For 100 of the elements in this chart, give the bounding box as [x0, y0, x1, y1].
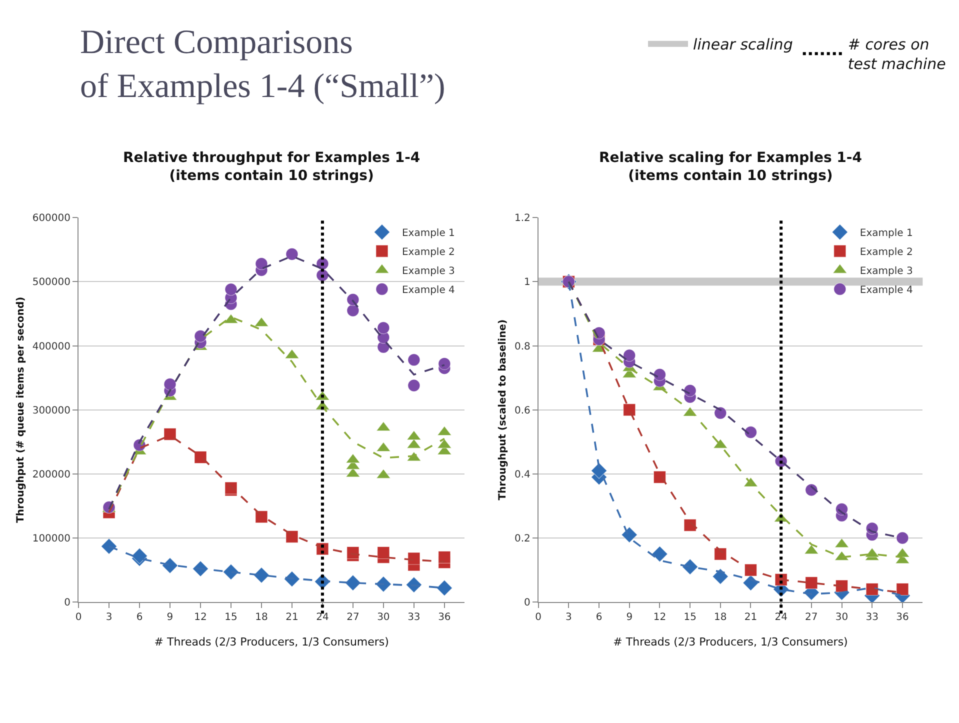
- point: [194, 330, 207, 342]
- y-tick-label: 300000: [32, 405, 71, 416]
- x-axis-title: # Threads (2/3 Producers, 1/3 Consumers): [154, 635, 389, 648]
- legend-label: Example 1: [402, 228, 455, 239]
- point: [222, 564, 240, 580]
- x-tick-label: 30: [377, 612, 390, 624]
- x-tick-label: 33: [866, 612, 878, 624]
- x-tick-label: 15: [684, 612, 696, 624]
- legend-label: Example 1: [860, 228, 913, 239]
- y-tick-label: 0: [524, 598, 530, 609]
- x-tick-label: 33: [408, 612, 420, 624]
- point: [653, 368, 666, 381]
- point: [896, 582, 909, 596]
- x-tick-label: 12: [194, 612, 207, 624]
- point: [194, 450, 207, 464]
- x-tick-label: 6: [596, 612, 602, 624]
- y-tick-label: 0.8: [514, 341, 530, 352]
- point: [805, 576, 818, 590]
- x-tick-label: 15: [224, 612, 238, 624]
- point: [255, 257, 268, 270]
- x-tick-label: 6: [136, 612, 143, 624]
- x-tick-label: 0: [535, 612, 542, 624]
- point: [100, 538, 118, 554]
- point: [377, 322, 390, 334]
- point: [224, 283, 238, 296]
- point: [714, 406, 727, 420]
- point: [682, 558, 698, 575]
- y-tick-label: 100000: [32, 534, 71, 544]
- y-axis-title: Throughput (scaled to baseline): [497, 319, 508, 500]
- legend-label: Example 4: [402, 285, 455, 296]
- x-tick-label: 30: [835, 612, 848, 624]
- x-tick-label: 12: [653, 612, 666, 624]
- point: [714, 548, 727, 560]
- point: [744, 426, 758, 439]
- point: [712, 568, 728, 585]
- point: [164, 428, 176, 440]
- point: [346, 304, 360, 317]
- point: [408, 379, 420, 392]
- point: [164, 378, 176, 391]
- legend-label: Example 3: [402, 266, 455, 277]
- x-tick-label: 9: [166, 612, 174, 624]
- y-tick-label: 0.6: [514, 405, 530, 416]
- point: [408, 552, 420, 565]
- y-tick-label: 500000: [32, 277, 71, 288]
- x-tick-label: 3: [106, 612, 112, 624]
- point: [406, 430, 422, 440]
- y-tick-label: 0: [64, 598, 71, 609]
- point: [621, 526, 638, 543]
- point: [623, 404, 636, 416]
- y-tick-label: 1.2: [514, 213, 530, 224]
- y-tick-label: 1: [524, 277, 530, 288]
- x-tick-label: 36: [896, 612, 909, 624]
- legend-label: linear scaling: [693, 36, 793, 54]
- point: [255, 510, 268, 524]
- x-tick-label: 9: [626, 612, 633, 624]
- x-tick-label: 24: [316, 612, 329, 624]
- x-tick-label: 18: [255, 612, 268, 624]
- point: [253, 567, 270, 584]
- point: [436, 580, 453, 596]
- point: [438, 550, 451, 564]
- y-tick-label: 400000: [32, 341, 71, 352]
- point: [376, 442, 391, 452]
- x-tick-label: 36: [438, 612, 451, 624]
- legend-label: Example 2: [860, 247, 913, 258]
- point: [653, 470, 666, 484]
- point: [344, 574, 362, 591]
- y-tick-label: 200000: [32, 469, 71, 480]
- x-tick-label: 18: [714, 612, 727, 624]
- point: [437, 426, 452, 436]
- y-tick-label: 0.2: [514, 534, 530, 544]
- legend-label: Example 4: [860, 285, 913, 296]
- point: [438, 357, 451, 370]
- x-tick-label: 24: [774, 612, 788, 624]
- point: [590, 462, 608, 479]
- legend-label: Example 2: [402, 247, 455, 258]
- x-tick-label: 27: [805, 612, 818, 624]
- x-axis-title: # Threads (2/3 Producers, 1/3 Consumers): [613, 635, 848, 648]
- point: [286, 530, 298, 544]
- chart-title: Relative scaling for Examples 1-4 (items contain 10 strings): [599, 150, 862, 184]
- x-tick-label: 21: [286, 612, 298, 624]
- point: [408, 354, 420, 366]
- point: [376, 421, 391, 432]
- legend-label: # cores on test machine: [848, 36, 946, 74]
- y-axis-title: Throughput (# queue items per second): [15, 296, 26, 523]
- x-tick-label: 21: [744, 612, 758, 624]
- x-tick-label: 3: [566, 612, 572, 624]
- chart-title: Relative throughput for Examples 1-4 (items contain 10 strings): [123, 150, 420, 184]
- x-tick-label: 27: [346, 612, 360, 624]
- y-tick-label: 0.4: [514, 469, 530, 480]
- point: [162, 557, 178, 574]
- point: [684, 518, 696, 532]
- point: [834, 550, 849, 561]
- legend-label: Example 3: [860, 266, 913, 277]
- text: Direct Comparisons of Examples 1-4 (“Small”): [80, 24, 446, 106]
- point: [346, 293, 360, 306]
- point: [652, 546, 668, 562]
- point: [623, 349, 636, 362]
- y-tick-label: 600000: [32, 213, 71, 224]
- point: [896, 532, 909, 544]
- x-tick-label: 0: [75, 612, 82, 624]
